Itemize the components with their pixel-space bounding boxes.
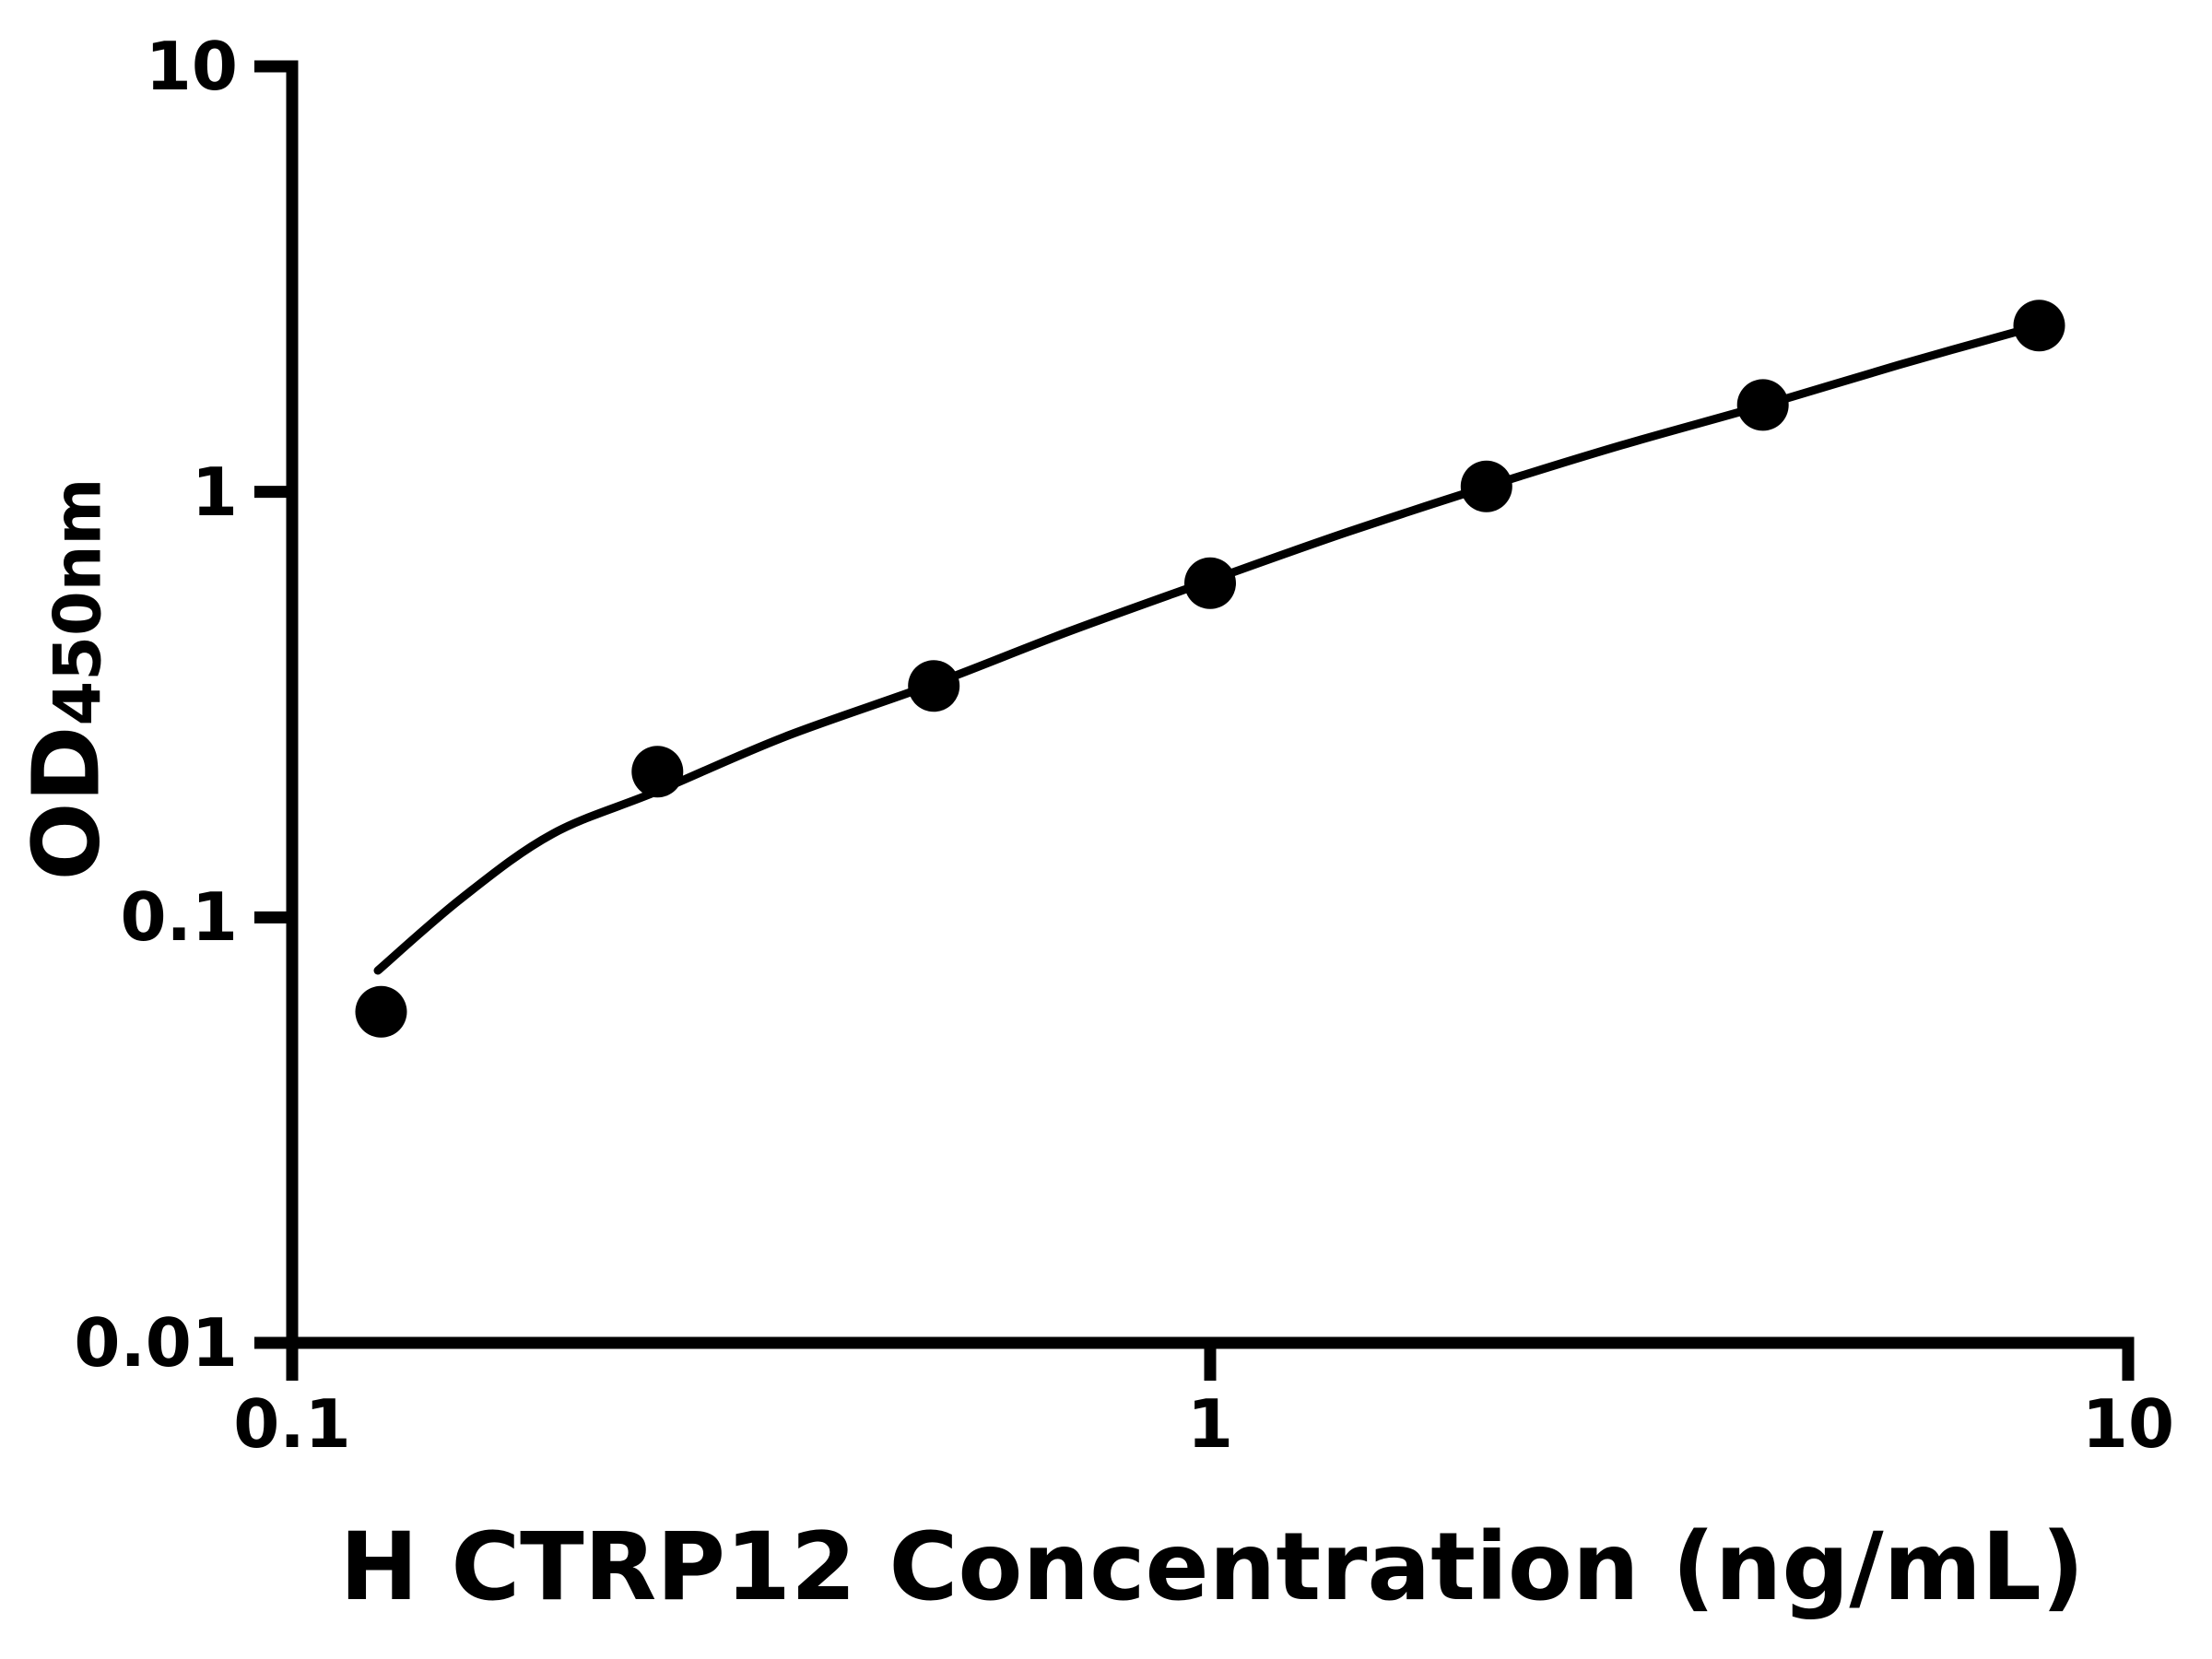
data-point-marker (1736, 379, 1789, 431)
data-point-marker (2013, 300, 2065, 352)
x-tick-label: 1 (1186, 1385, 1234, 1463)
fitted-curve (373, 321, 2043, 975)
x-tick-label: 10 (2081, 1385, 2175, 1463)
y-tick-label: 0.01 (74, 1304, 238, 1382)
data-point-marker (1460, 460, 1512, 512)
data-point-marker (908, 660, 960, 712)
y-tick-label: 0.1 (120, 878, 238, 957)
data-point-marker (355, 985, 407, 1038)
x-axis-title: H CTRP12 Concentration (ng/mL) (339, 1512, 2085, 1622)
y-axis-title-main: OD (12, 725, 121, 881)
data-point-marker (1184, 557, 1236, 609)
x-tick-label: 0.1 (233, 1385, 351, 1463)
y-axis-title-subscript: 450nm (40, 477, 116, 726)
y-tick-label: 1 (191, 453, 238, 531)
data-point-marker (631, 746, 684, 798)
y-tick-label: 10 (145, 28, 238, 105)
